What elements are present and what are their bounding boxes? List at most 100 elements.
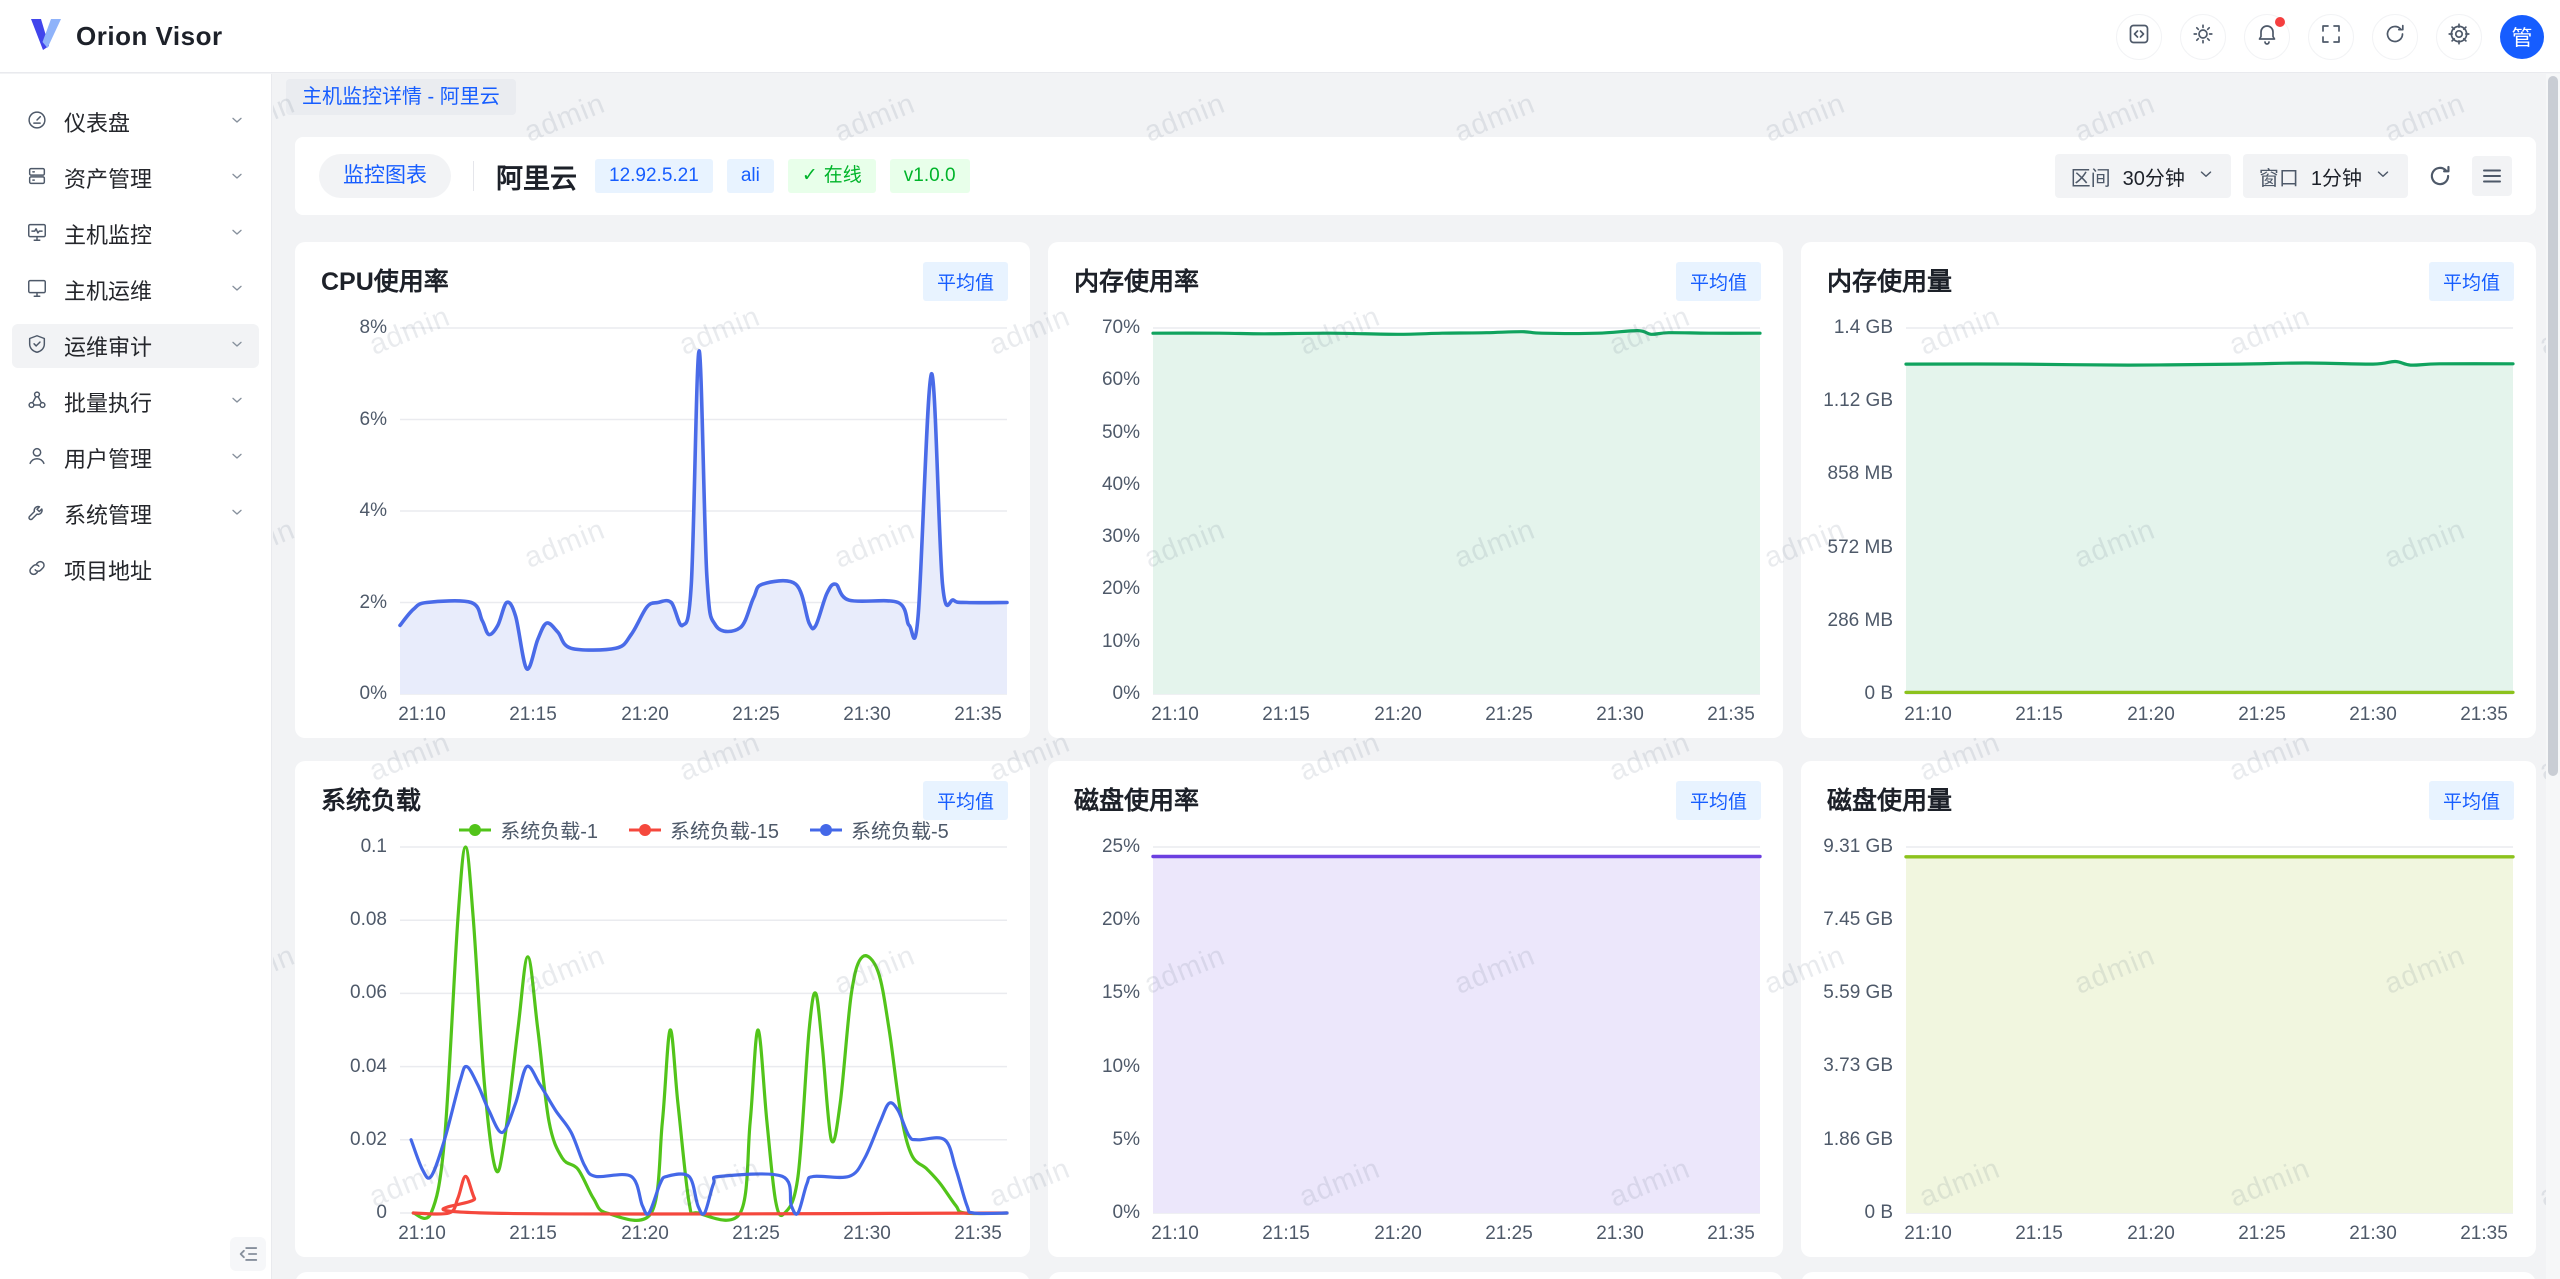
settings-button[interactable] bbox=[2436, 14, 2482, 60]
y-axis-tick: 1.12 GB bbox=[1801, 390, 1893, 412]
header-actions: 管 bbox=[2116, 0, 2544, 73]
shield-check-icon bbox=[26, 333, 48, 360]
nodes-icon bbox=[26, 389, 48, 416]
y-axis-tick: 9.31 GB bbox=[1801, 836, 1893, 858]
x-axis-tick: 21:20 bbox=[1353, 704, 1443, 726]
y-axis-tick: 0% bbox=[1048, 683, 1140, 705]
link-icon bbox=[26, 557, 48, 584]
collapse-sidebar-button[interactable] bbox=[230, 1237, 266, 1271]
chart-card-4: 磁盘使用率平均值25%20%15%10%5%0%21:1021:1521:202… bbox=[1048, 761, 1783, 1257]
chevron-down-icon bbox=[2374, 165, 2392, 188]
y-axis-tick: 5.59 GB bbox=[1801, 982, 1893, 1004]
x-axis-tick: 21:20 bbox=[1353, 1223, 1443, 1245]
refresh-button[interactable] bbox=[2372, 14, 2418, 60]
legend-item[interactable]: 系统负载-1 bbox=[458, 815, 598, 844]
sun-icon bbox=[2191, 22, 2215, 51]
chevron-down-icon bbox=[229, 336, 245, 357]
x-axis-tick: 21:35 bbox=[1686, 704, 1776, 726]
chart-menu-button[interactable] bbox=[2472, 156, 2512, 196]
x-axis-tick: 21:20 bbox=[600, 704, 690, 726]
x-axis-tick: 21:25 bbox=[1464, 704, 1554, 726]
x-axis-tick: 21:30 bbox=[1575, 704, 1665, 726]
y-axis-tick: 0.02 bbox=[295, 1129, 387, 1151]
legend-item[interactable]: 系统负载-5 bbox=[809, 815, 949, 844]
range-select[interactable]: 区间 30分钟 bbox=[2055, 154, 2231, 198]
fullscreen-button[interactable] bbox=[2308, 14, 2354, 60]
chart-title: 内存使用量 bbox=[1827, 262, 1952, 298]
y-axis-tick: 0.08 bbox=[295, 909, 387, 931]
x-axis-tick: 21:10 bbox=[1883, 1223, 1973, 1245]
chart-title: 磁盘使用量 bbox=[1827, 781, 1952, 817]
sidebar-item-host-ops[interactable]: 主机运维 bbox=[12, 268, 259, 312]
x-axis-tick: 21:35 bbox=[1686, 1223, 1776, 1245]
x-axis-tick: 21:15 bbox=[1241, 704, 1331, 726]
x-axis-tick: 21:10 bbox=[1883, 704, 1973, 726]
sidebar-item-label: 运维审计 bbox=[64, 330, 152, 362]
monitor-icon bbox=[26, 277, 48, 304]
host-toolbar: 监控图表 阿里云 12.92.5.21ali✓在线v1.0.0 区间 30分钟 … bbox=[295, 137, 2536, 215]
line-chart bbox=[1801, 242, 2536, 738]
y-axis-tick: 4% bbox=[295, 500, 387, 522]
host-tag: v1.0.0 bbox=[890, 159, 970, 193]
y-axis-tick: 1.4 GB bbox=[1801, 317, 1893, 339]
chart-mode-badge: 平均值 bbox=[1676, 262, 1761, 301]
next-row-card-sliver bbox=[1801, 1272, 2536, 1279]
window-select[interactable]: 窗口 1分钟 bbox=[2243, 154, 2408, 198]
x-axis-tick: 21:20 bbox=[2106, 704, 2196, 726]
x-axis-tick: 21:15 bbox=[1994, 704, 2084, 726]
sidebar-item-system-mgmt[interactable]: 系统管理 bbox=[12, 492, 259, 536]
y-axis-tick: 40% bbox=[1048, 474, 1140, 496]
bell-icon bbox=[2255, 22, 2279, 51]
chart-card-2: 内存使用量平均值1.4 GB1.12 GB858 MB572 MB286 MB0… bbox=[1801, 242, 2536, 738]
legend-item[interactable]: 系统负载-15 bbox=[628, 815, 779, 844]
breadcrumb[interactable]: 主机监控详情 - 阿里云 bbox=[286, 79, 516, 115]
chevron-down-icon bbox=[229, 224, 245, 245]
host-tag: ali bbox=[727, 159, 774, 193]
sidebar-item-user-mgmt[interactable]: 用户管理 bbox=[12, 436, 259, 480]
y-axis-tick: 50% bbox=[1048, 422, 1140, 444]
sidebar-item-project-link[interactable]: 项目地址 bbox=[12, 548, 259, 592]
user-avatar[interactable]: 管 bbox=[2500, 15, 2544, 59]
sidebar-item-assets[interactable]: 资产管理 bbox=[12, 156, 259, 200]
sidebar-item-host-monitor[interactable]: 主机监控 bbox=[12, 212, 259, 256]
code-button[interactable] bbox=[2116, 14, 2162, 60]
y-axis-tick: 10% bbox=[1048, 1056, 1140, 1078]
gear-icon bbox=[2447, 22, 2471, 51]
code-icon bbox=[2127, 22, 2151, 51]
chart-mode-badge: 平均值 bbox=[923, 262, 1008, 301]
legend-marker-icon bbox=[809, 823, 843, 837]
x-axis-tick: 21:10 bbox=[377, 1223, 467, 1245]
x-axis-tick: 21:30 bbox=[2328, 1223, 2418, 1245]
refresh-icon bbox=[2383, 22, 2407, 51]
gauge-icon bbox=[26, 109, 48, 136]
x-axis-tick: 21:20 bbox=[2106, 1223, 2196, 1245]
theme-button[interactable] bbox=[2180, 14, 2226, 60]
y-axis-tick: 286 MB bbox=[1801, 610, 1893, 632]
sidebar-item-label: 系统管理 bbox=[64, 498, 152, 530]
x-axis-tick: 21:15 bbox=[488, 1223, 578, 1245]
check-icon: ✓ bbox=[802, 159, 818, 193]
x-axis-tick: 21:10 bbox=[377, 704, 467, 726]
window-select-label: 窗口 bbox=[2259, 162, 2299, 191]
y-axis-tick: 60% bbox=[1048, 369, 1140, 391]
line-chart bbox=[1048, 761, 1783, 1257]
sidebar-item-dashboard[interactable]: 仪表盘 bbox=[12, 100, 259, 144]
y-axis-tick: 2% bbox=[295, 592, 387, 614]
tab-monitor-charts[interactable]: 监控图表 bbox=[319, 154, 451, 198]
line-chart bbox=[1048, 242, 1783, 738]
toolbar-right: 区间 30分钟 窗口 1分钟 bbox=[2055, 154, 2512, 198]
y-axis-tick: 20% bbox=[1048, 578, 1140, 600]
x-axis-tick: 21:30 bbox=[2328, 704, 2418, 726]
refresh-charts-button[interactable] bbox=[2420, 156, 2460, 196]
top-header: Orion Visor 管 bbox=[0, 0, 2560, 73]
chart-card-0: CPU使用率平均值8%6%4%2%0%21:1021:1521:2021:252… bbox=[295, 242, 1030, 738]
x-axis-tick: 21:30 bbox=[1575, 1223, 1665, 1245]
scrollbar-thumb[interactable] bbox=[2548, 76, 2558, 776]
notifications-button[interactable] bbox=[2244, 14, 2290, 60]
sidebar-item-batch-exec[interactable]: 批量执行 bbox=[12, 380, 259, 424]
sidebar-item-ops-audit[interactable]: 运维审计 bbox=[12, 324, 259, 368]
y-axis-tick: 0% bbox=[1048, 1202, 1140, 1224]
chevron-down-icon bbox=[229, 112, 245, 133]
y-axis-tick: 15% bbox=[1048, 982, 1140, 1004]
monitor-pulse-icon bbox=[26, 221, 48, 248]
